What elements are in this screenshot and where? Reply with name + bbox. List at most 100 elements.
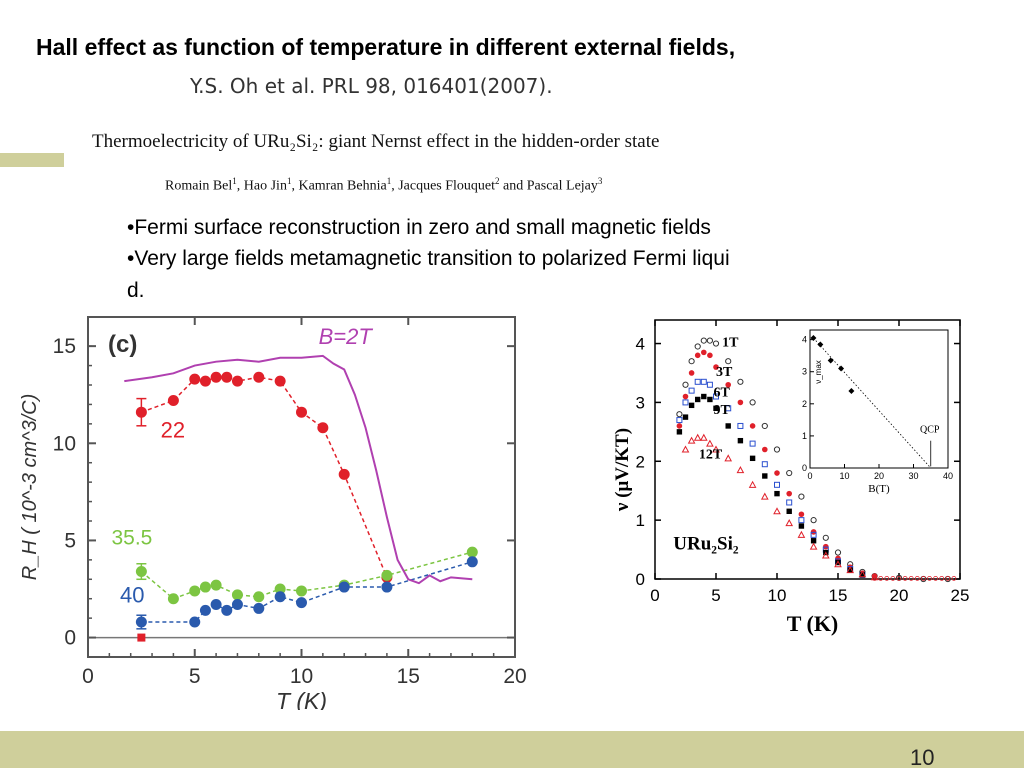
data-point: [761, 461, 768, 468]
data-point: [878, 576, 884, 581]
data-point: [798, 523, 805, 529]
y-tick-label: 5: [64, 529, 76, 552]
data-point: [706, 337, 714, 344]
page-number: 10: [910, 745, 935, 770]
inset-y-tick-label: 3: [802, 367, 807, 377]
inset-x-tick-label: 40: [943, 471, 953, 481]
x-tick-label: 5: [711, 586, 720, 605]
data-point: [676, 417, 683, 424]
data-point: [797, 530, 806, 538]
data-point: [681, 445, 690, 453]
data-point: [713, 364, 719, 370]
data-point: [688, 387, 695, 394]
data-point: [274, 591, 286, 603]
y-tick-label: 15: [53, 335, 76, 358]
data-point: [381, 581, 393, 593]
data-point: [749, 440, 756, 447]
y-tick-label: 3: [636, 393, 645, 412]
data-point: [701, 393, 707, 400]
inset-point: [810, 335, 817, 342]
data-point: [908, 576, 914, 581]
data-point: [676, 423, 683, 429]
author-name: Romain Bel: [165, 178, 233, 194]
data-point: [846, 566, 855, 574]
field-label: 12T: [699, 447, 723, 462]
data-point: [338, 581, 350, 593]
data-point: [682, 393, 689, 400]
inset-y-tick-label: 1: [802, 431, 807, 441]
inset-y-tick-label: 0: [802, 463, 807, 473]
data-point: [694, 343, 701, 350]
data-point: [774, 481, 780, 488]
data-point: [189, 616, 201, 628]
x-tick-label: 15: [829, 586, 848, 605]
data-point: [231, 599, 243, 611]
data-point: [695, 396, 701, 403]
data-point: [713, 393, 719, 400]
data-point: [736, 466, 745, 474]
data-point: [761, 422, 768, 430]
author-affiliation: 1: [386, 176, 392, 186]
data-point: [933, 576, 939, 581]
data-point: [821, 551, 830, 559]
data-point: [798, 517, 805, 524]
material-label: URu₂Si₂: [673, 534, 739, 555]
x-axis-label: T (K): [787, 611, 839, 636]
data-point: [737, 399, 744, 406]
paper-authors: Romain Bel1, Hao Jin1, Kamran Behnia1, J…: [165, 176, 603, 194]
inset-y-tick-label: 2: [802, 399, 807, 409]
y-tick-label: 0: [636, 570, 645, 589]
data-point: [317, 422, 329, 434]
data-point: [688, 402, 695, 409]
data-point: [296, 406, 307, 418]
citation: Y.S. Oh et al. PRL 98, 016401(2007).: [190, 74, 553, 98]
data-point: [676, 429, 683, 435]
x-tick-label: 0: [650, 586, 659, 605]
data-point: [725, 381, 731, 388]
data-point: [890, 576, 896, 581]
data-point: [774, 470, 780, 476]
inset-fit-line: [813, 337, 932, 469]
slide-title: Hall effect as function of temperature i…: [36, 34, 736, 60]
data-point: [724, 454, 733, 462]
data-point: [167, 593, 179, 605]
field-label: 3T: [716, 365, 733, 380]
data-point: [737, 437, 744, 444]
data-point: [274, 583, 286, 595]
data-point: [231, 375, 243, 387]
authors-and: and: [503, 178, 524, 194]
x-tick-label: 10: [290, 665, 313, 688]
series-line: [124, 354, 473, 585]
data-point: [687, 436, 696, 444]
data-point: [859, 572, 866, 578]
inset-x-tick-label: 30: [908, 471, 918, 481]
inset-x-tick-label: 20: [874, 471, 884, 481]
data-point: [253, 371, 265, 383]
data-point: [927, 576, 932, 581]
data-point: [338, 468, 350, 480]
data-point: [896, 576, 902, 581]
x-axis-label: T (K): [276, 688, 327, 710]
data-point: [920, 576, 926, 581]
data-point: [810, 531, 817, 538]
data-point: [762, 446, 768, 453]
data-point: [737, 378, 744, 385]
author-name: Hao Jin: [243, 178, 287, 194]
author-name: Pascal Lejay: [526, 178, 598, 194]
inset-annotation: QCP: [920, 425, 940, 436]
data-point: [466, 546, 478, 558]
series-label-22: 22: [161, 417, 185, 442]
data-point: [253, 591, 265, 603]
data-point: [713, 405, 719, 411]
data-point: [712, 445, 720, 453]
x-tick-label: 20: [503, 665, 526, 688]
data-point: [189, 585, 201, 597]
data-point: [939, 576, 945, 581]
x-tick-label: 15: [397, 665, 420, 688]
data-point: [167, 395, 179, 407]
inset-y-label: ν_max: [814, 360, 823, 384]
data-point: [725, 423, 731, 429]
data-point: [725, 358, 732, 365]
data-point: [834, 549, 842, 556]
data-point: [688, 358, 695, 365]
